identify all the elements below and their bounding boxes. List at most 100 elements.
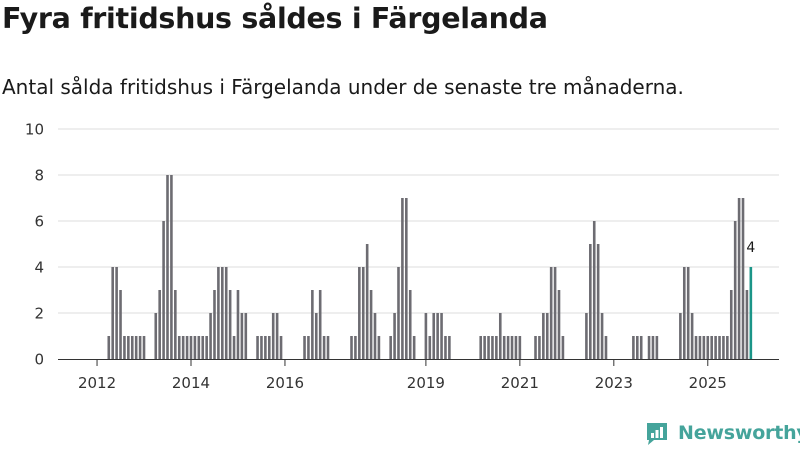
bar	[181, 336, 185, 359]
bar	[412, 336, 416, 359]
bar	[358, 267, 361, 359]
bar	[314, 313, 318, 359]
bar	[596, 244, 600, 359]
x-tick-label: 2019	[407, 374, 445, 392]
bar	[115, 267, 118, 359]
bar	[185, 336, 189, 359]
bar	[401, 198, 404, 359]
y-tick-label: 2	[34, 305, 44, 323]
chart-subtitle: Antal sålda fritidshus i Färgelanda unde…	[2, 75, 684, 99]
bar	[444, 336, 447, 359]
bar	[326, 336, 330, 359]
bar	[221, 267, 224, 359]
bar	[718, 336, 721, 359]
bar	[197, 336, 201, 359]
x-tick-label: 2012	[78, 374, 116, 392]
bar	[138, 336, 142, 359]
bar	[174, 290, 177, 359]
bar	[193, 336, 197, 359]
bar	[679, 313, 682, 359]
bar	[702, 336, 706, 359]
bar	[745, 290, 749, 359]
bar	[236, 290, 240, 359]
bar	[365, 244, 369, 359]
bar	[111, 267, 114, 359]
bar	[205, 336, 208, 359]
bar	[585, 313, 588, 359]
bar	[397, 267, 400, 359]
bar	[706, 336, 710, 359]
bar	[440, 313, 443, 359]
bar	[424, 313, 428, 359]
bar	[432, 313, 436, 359]
grid-lines	[58, 128, 779, 314]
bar	[632, 336, 635, 359]
bar-latest	[749, 267, 753, 359]
bar	[130, 336, 134, 359]
bar	[483, 336, 486, 359]
bar	[213, 290, 216, 359]
y-tick-label: 8	[34, 167, 44, 185]
bar	[260, 336, 263, 359]
bar	[377, 336, 381, 359]
bar	[741, 198, 745, 359]
bar	[142, 336, 146, 359]
y-tick-label: 4	[34, 259, 44, 277]
bar	[636, 336, 639, 359]
bar	[373, 313, 377, 359]
bar	[549, 267, 553, 359]
bar	[655, 336, 659, 359]
bar	[127, 336, 130, 359]
bar	[553, 267, 557, 359]
bar	[318, 290, 322, 359]
newsworthy-logo[interactable]: Newsworthy	[644, 420, 800, 446]
annotations: 4	[746, 240, 755, 256]
y-tick-label: 10	[25, 121, 44, 139]
bar	[542, 313, 545, 359]
bar	[729, 290, 733, 359]
bar	[224, 267, 228, 359]
data-label-latest: 4	[746, 240, 755, 256]
bar	[561, 336, 565, 359]
bar	[162, 221, 165, 359]
x-axis: 2012 2014 2016 2019 2021 2023 2025	[78, 359, 727, 392]
bar	[600, 313, 604, 359]
bar	[158, 290, 161, 359]
y-axis: 0 2 4 6 8 10	[25, 121, 44, 369]
bars	[107, 175, 753, 359]
bar	[428, 336, 432, 359]
brand-name: Newsworthy	[678, 422, 800, 444]
bar	[604, 336, 608, 359]
bar	[682, 267, 686, 359]
bar	[518, 336, 522, 359]
bar	[369, 290, 373, 359]
bar	[275, 313, 279, 359]
bar	[408, 290, 412, 359]
bar	[506, 336, 510, 359]
bar	[733, 221, 737, 359]
bar	[448, 336, 451, 359]
bar	[737, 198, 741, 359]
bar	[405, 198, 408, 359]
bar	[722, 336, 725, 359]
bar	[232, 336, 236, 359]
bar	[170, 175, 173, 359]
bar	[393, 313, 396, 359]
bar	[651, 336, 655, 359]
bar	[361, 267, 365, 359]
bar	[436, 313, 439, 359]
x-tick-label: 2014	[172, 374, 210, 392]
x-tick-label: 2021	[501, 374, 539, 392]
bar	[303, 336, 306, 359]
bar	[228, 290, 232, 359]
chart-title: Fyra fritidshus såldes i Färgelanda	[2, 2, 548, 35]
x-tick-label: 2023	[595, 374, 633, 392]
bar	[694, 336, 698, 359]
bar	[686, 267, 690, 359]
bar	[487, 336, 490, 359]
bar-chart: 0 2 4 6 8 10 2012 2014 2016 2019 2021 2023 2025 4	[25, 121, 779, 392]
bar	[538, 336, 541, 359]
bar	[256, 336, 259, 359]
x-tick-label: 2025	[689, 374, 727, 392]
bar	[726, 336, 729, 359]
